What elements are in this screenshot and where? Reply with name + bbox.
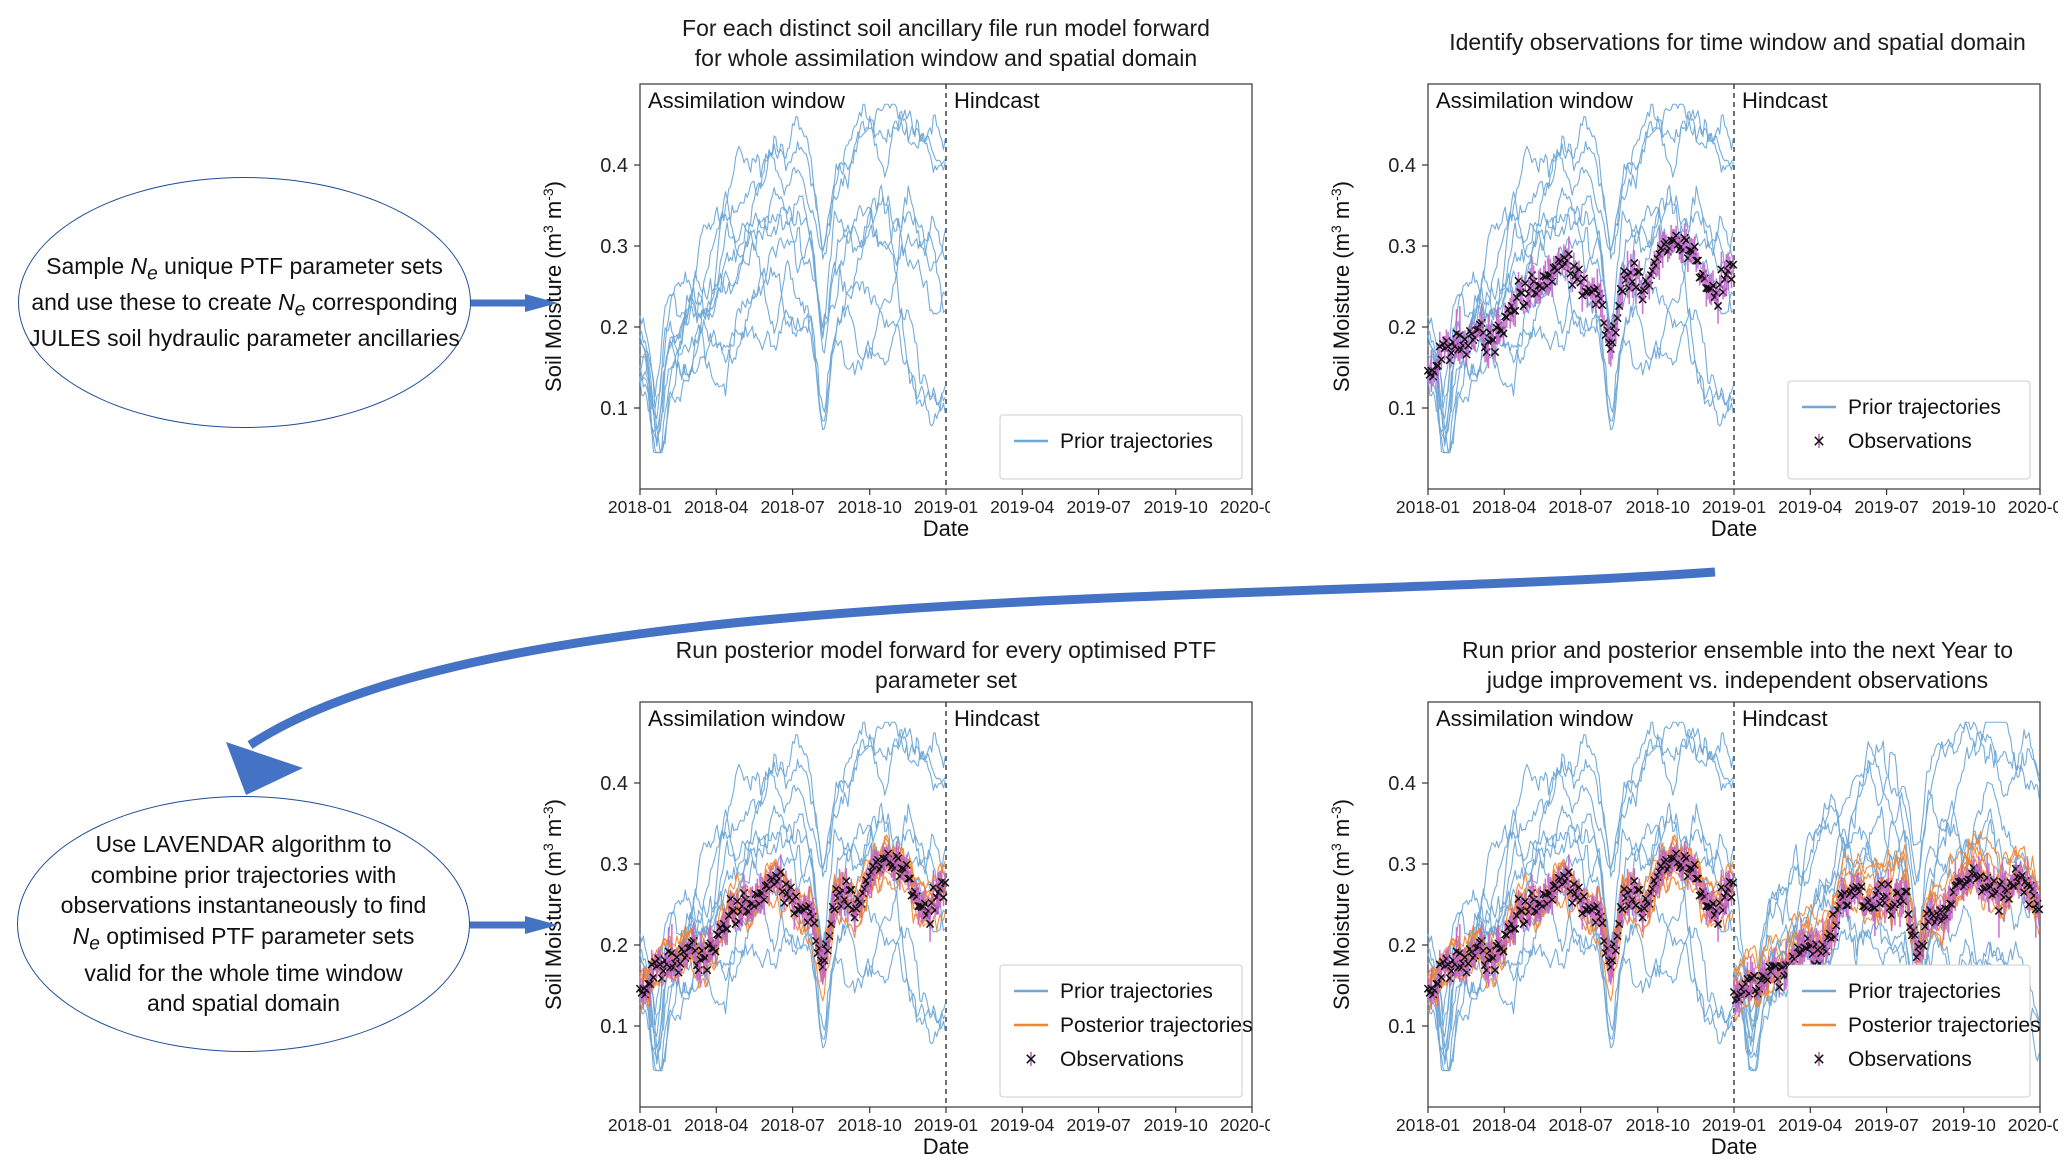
svg-text:0.1: 0.1 (600, 398, 628, 420)
svg-text:0.4: 0.4 (1388, 155, 1416, 177)
svg-text:0.4: 0.4 (600, 773, 628, 795)
svg-text:2019-10: 2019-10 (1144, 497, 1208, 517)
svg-text:0.1: 0.1 (1388, 1016, 1416, 1038)
svg-text:2018-07: 2018-07 (1548, 1115, 1612, 1135)
svg-text:0.1: 0.1 (600, 1016, 628, 1038)
svg-text:2018-07: 2018-07 (760, 1115, 824, 1135)
svg-text:0.3: 0.3 (600, 236, 628, 258)
svg-text:Prior trajectories: Prior trajectories (1848, 396, 2001, 419)
svg-text:2019-01: 2019-01 (914, 497, 978, 517)
svg-text:0.3: 0.3 (600, 854, 628, 876)
svg-text:2018-10: 2018-10 (838, 497, 902, 517)
svg-text:Hindcast: Hindcast (954, 706, 1040, 731)
svg-text:Soil Moisture (m3 m-3): Soil Moisture (m3 m-3) (543, 181, 566, 392)
svg-text:Prior trajectories: Prior trajectories (1060, 430, 1213, 453)
svg-text:0.2: 0.2 (1388, 935, 1416, 957)
svg-text:2019-10: 2019-10 (1932, 497, 1996, 517)
svg-text:Assimilation window: Assimilation window (648, 706, 845, 731)
svg-text:0.4: 0.4 (1388, 773, 1416, 795)
svg-text:2019-04: 2019-04 (990, 497, 1054, 517)
svg-text:Hindcast: Hindcast (1742, 706, 1828, 731)
svg-text:Prior trajectories: Prior trajectories (1060, 980, 1213, 1003)
svg-text:2018-01: 2018-01 (608, 1115, 672, 1135)
svg-text:0.3: 0.3 (1388, 854, 1416, 876)
svg-text:2018-04: 2018-04 (1472, 1115, 1536, 1135)
svg-text:2019-04: 2019-04 (1778, 1115, 1842, 1135)
svg-text:0.2: 0.2 (600, 935, 628, 957)
svg-text:2018-01: 2018-01 (1396, 1115, 1460, 1135)
svg-text:Date: Date (923, 516, 969, 541)
svg-text:0.1: 0.1 (1388, 398, 1416, 420)
svg-text:2020-01: 2020-01 (2008, 1115, 2058, 1135)
svg-text:Soil Moisture (m3 m-3): Soil Moisture (m3 m-3) (1331, 799, 1354, 1010)
svg-text:Posterior trajectories: Posterior trajectories (1848, 1014, 2041, 1037)
svg-text:0.2: 0.2 (600, 317, 628, 339)
svg-text:2018-07: 2018-07 (760, 497, 824, 517)
svg-text:Observations: Observations (1848, 1048, 1972, 1071)
svg-text:2019-10: 2019-10 (1144, 1115, 1208, 1135)
svg-text:Assimilation window: Assimilation window (1436, 706, 1633, 731)
svg-text:2018-07: 2018-07 (1548, 497, 1612, 517)
svg-text:Hindcast: Hindcast (954, 88, 1040, 113)
svg-text:Date: Date (1711, 1134, 1757, 1159)
svg-text:Soil Moisture (m3 m-3): Soil Moisture (m3 m-3) (543, 799, 566, 1010)
svg-text:Hindcast: Hindcast (1742, 88, 1828, 113)
svg-text:Date: Date (923, 1134, 969, 1159)
svg-text:2019-01: 2019-01 (1702, 497, 1766, 517)
svg-text:2019-01: 2019-01 (914, 1115, 978, 1135)
svg-text:2018-01: 2018-01 (1396, 497, 1460, 517)
svg-text:2020-01: 2020-01 (1220, 1115, 1270, 1135)
svg-text:2018-01: 2018-01 (608, 497, 672, 517)
svg-text:Posterior trajectories: Posterior trajectories (1060, 1014, 1253, 1037)
svg-text:Soil Moisture (m3 m-3): Soil Moisture (m3 m-3) (1331, 181, 1354, 392)
svg-text:0.2: 0.2 (1388, 317, 1416, 339)
svg-text:2018-10: 2018-10 (838, 1115, 902, 1135)
svg-text:2020-01: 2020-01 (1220, 497, 1270, 517)
svg-text:2018-10: 2018-10 (1626, 1115, 1690, 1135)
svg-text:Assimilation window: Assimilation window (648, 88, 845, 113)
svg-text:2019-07: 2019-07 (1066, 497, 1130, 517)
svg-text:2019-04: 2019-04 (990, 1115, 1054, 1135)
svg-text:2020-01: 2020-01 (2008, 497, 2058, 517)
svg-text:2018-04: 2018-04 (1472, 497, 1536, 517)
svg-text:Assimilation window: Assimilation window (1436, 88, 1633, 113)
svg-text:Date: Date (1711, 516, 1757, 541)
svg-text:2019-07: 2019-07 (1854, 1115, 1918, 1135)
svg-text:Prior trajectories: Prior trajectories (1848, 980, 2001, 1003)
svg-text:2018-10: 2018-10 (1626, 497, 1690, 517)
svg-text:2019-07: 2019-07 (1854, 497, 1918, 517)
svg-text:Observations: Observations (1060, 1048, 1184, 1071)
svg-text:2019-07: 2019-07 (1066, 1115, 1130, 1135)
svg-text:2019-04: 2019-04 (1778, 497, 1842, 517)
svg-text:0.3: 0.3 (1388, 236, 1416, 258)
svg-text:Observations: Observations (1848, 430, 1972, 453)
svg-text:2018-04: 2018-04 (684, 497, 748, 517)
svg-text:2019-10: 2019-10 (1932, 1115, 1996, 1135)
svg-text:2018-04: 2018-04 (684, 1115, 748, 1135)
svg-text:2019-01: 2019-01 (1702, 1115, 1766, 1135)
svg-text:0.4: 0.4 (600, 155, 628, 177)
